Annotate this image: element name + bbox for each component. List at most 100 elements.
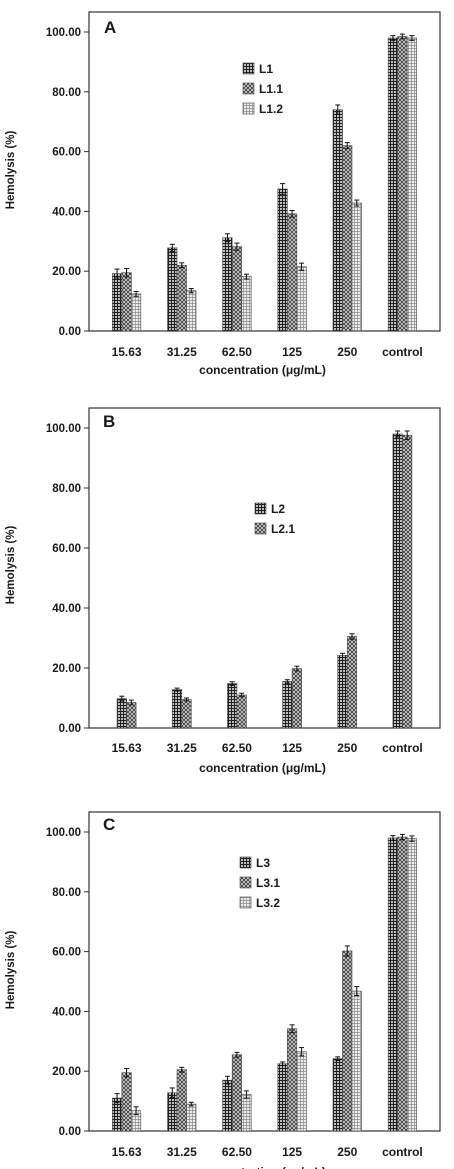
y-tick-label: 60.00: [52, 543, 81, 555]
plot-frame: [88, 11, 441, 332]
x-tick-label: 31.25: [167, 1145, 197, 1159]
x-tick-label: 250: [337, 345, 357, 359]
bar-l1-1: [176, 264, 187, 332]
bar-l1: [277, 188, 288, 332]
x-tick-label: 15.63: [112, 345, 142, 359]
chart-panel-c: C 0.00 20.00 40.00 60.00 80.00 100.00 Hemolysis…: [5, 811, 441, 1169]
bar-l3: [332, 1058, 343, 1132]
bar-l3: [167, 1092, 178, 1132]
bar-l3-1: [121, 1072, 132, 1132]
y-tick-label: 40.00: [52, 603, 81, 615]
x-axis-label: concentration (μg/mL): [199, 363, 326, 377]
x-tick-label: control: [382, 1145, 423, 1159]
legend-label: L1: [259, 62, 273, 76]
bar-l1-1: [397, 36, 408, 332]
chart-panel-a: A 0.00 20.00 40.00 60.00 80.00 100.00 Hemolysis…: [5, 11, 441, 377]
bar-l3-1: [287, 1028, 298, 1132]
bar-l1: [112, 273, 123, 332]
plot-frame: [88, 811, 441, 1132]
bar-l1-1: [287, 213, 298, 332]
panel-label: B: [103, 412, 115, 431]
bar-l2-1: [126, 702, 137, 729]
bar-l2: [337, 655, 348, 729]
bar-l3-1: [176, 1069, 187, 1132]
y-tick-label: 20.00: [52, 266, 81, 278]
x-tick-label: 15.63: [112, 1145, 142, 1159]
legend-swatch: [239, 856, 252, 869]
y-tick-label: 80.00: [52, 887, 81, 899]
bar-l3: [277, 1063, 288, 1132]
bar-l3-1: [231, 1054, 242, 1132]
bar-l3-2: [186, 1103, 197, 1132]
bar-l2-1: [402, 434, 413, 729]
y-axis-label: Hemolysis (%): [5, 931, 17, 1010]
legend-swatch: [242, 62, 255, 75]
bar-l3-1: [342, 950, 353, 1132]
x-axis-label: concentration (μg/mL): [199, 761, 326, 775]
y-tick-label: 60.00: [52, 947, 81, 959]
bar-l1: [222, 237, 233, 332]
y-axis-label: Hemolysis (%): [5, 131, 17, 210]
y-tick-label: 60.00: [52, 147, 81, 159]
bar-l1-2: [241, 276, 252, 332]
y-tick-label: 40.00: [52, 1006, 81, 1018]
bar-l1-2: [406, 37, 417, 332]
y-tick-label: 40.00: [52, 206, 81, 218]
bar-l2-1: [291, 668, 302, 729]
bar-l3-1: [397, 836, 408, 1132]
bar-l1-1: [121, 272, 132, 332]
y-tick-label: 100.00: [46, 827, 81, 839]
panel-label: C: [103, 815, 115, 834]
bar-l1-1: [342, 145, 353, 332]
bar-l3-2: [241, 1094, 252, 1132]
x-tick-label: 125: [282, 1145, 302, 1159]
bar-l1-1: [231, 246, 242, 332]
bar-l3-2: [406, 838, 417, 1132]
y-tick-label: 0.00: [59, 326, 81, 338]
x-tick-label: 125: [282, 741, 302, 755]
x-tick-label: 15.63: [112, 741, 142, 755]
bar-l2: [227, 683, 238, 729]
y-axis-label: Hemolysis (%): [5, 526, 17, 605]
legend-swatch: [254, 502, 267, 515]
bar-l2: [392, 433, 403, 729]
y-tick-label: 100.00: [46, 423, 81, 435]
bar-l1: [167, 247, 178, 332]
legend-label: L3.2: [256, 896, 280, 910]
y-tick-label: 0.00: [59, 1126, 81, 1138]
chart-panel-b: B 0.00 20.00 40.00 60.00 80.00 100.00 Hemolysis…: [5, 407, 441, 775]
bar-l2-1: [346, 636, 358, 729]
x-tick-label: 62.50: [222, 1145, 252, 1159]
legend: L3 L3.1 L3.2: [239, 856, 280, 910]
y-tick-label: 20.00: [52, 663, 81, 675]
legend-swatch: [242, 102, 255, 115]
panel-label: A: [104, 18, 116, 37]
legend-swatch: [239, 896, 252, 909]
bar-l3-2: [296, 1051, 307, 1132]
x-tick-label: 62.50: [222, 741, 252, 755]
bar-l3: [387, 837, 398, 1132]
bar-l2: [171, 689, 183, 729]
x-tick-label: 250: [337, 741, 357, 755]
legend-label: L2.1: [271, 522, 295, 536]
bar-l1-2: [296, 266, 307, 332]
bar-l3: [222, 1079, 233, 1132]
x-tick-label: control: [382, 345, 423, 359]
bar-l1-2: [131, 293, 142, 332]
y-tick-label: 80.00: [52, 87, 81, 99]
legend-label: L1.1: [259, 82, 283, 96]
legend-swatch: [254, 522, 267, 535]
x-tick-label: 62.50: [222, 345, 252, 359]
x-tick-label: 250: [337, 1145, 357, 1159]
y-tick-label: 80.00: [52, 483, 81, 495]
x-tick-label: 125: [282, 345, 302, 359]
x-axis-label: concentration (μg/mL): [199, 1165, 326, 1169]
x-tick-label: 31.25: [167, 741, 197, 755]
bar-l2-1: [236, 694, 247, 729]
bar-l1: [332, 109, 343, 332]
legend-label: L2: [271, 502, 285, 516]
legend-swatch: [242, 82, 255, 95]
x-tick-label: control: [382, 741, 423, 755]
y-tick-label: 0.00: [59, 723, 81, 735]
